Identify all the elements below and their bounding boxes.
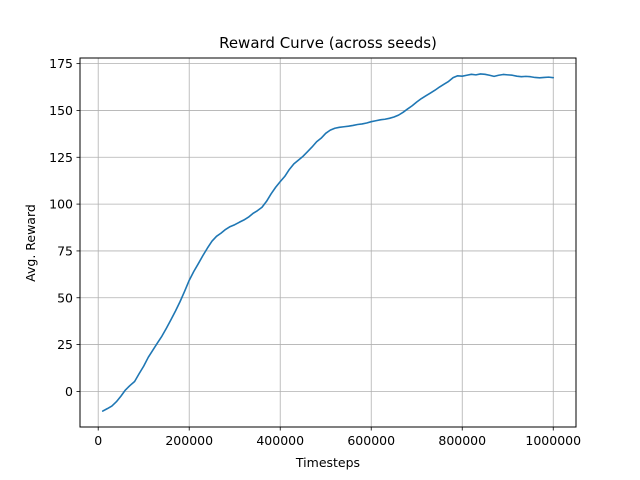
y-tick-label: 0 (65, 384, 73, 399)
y-tick-label: 25 (57, 337, 73, 352)
x-tick-label: 600000 (347, 433, 395, 448)
y-tick-label: 75 (57, 243, 73, 258)
x-tick-label: 1000000 (525, 433, 581, 448)
y-axis-label: Avg. Reward (23, 204, 38, 282)
y-tick-label: 150 (49, 103, 73, 118)
chart-title: Reward Curve (across seeds) (219, 34, 437, 52)
y-tick-label: 50 (57, 290, 73, 305)
ticks: 0 200000 400000 600000 800000 1000000 0 25 50 75 1… (49, 56, 581, 448)
series-layer (101, 73, 555, 412)
y-tick-label: 125 (49, 150, 73, 165)
y-tick-label: 100 (49, 197, 73, 212)
x-tick-label: 800000 (438, 433, 486, 448)
plot-frame (79, 57, 577, 428)
x-tick-label: 400000 (256, 433, 304, 448)
grid (80, 58, 576, 427)
x-axis-label: Timesteps (295, 455, 360, 470)
x-tick-label: 200000 (165, 433, 213, 448)
reward-series-line (101, 73, 555, 412)
y-tick-label: 175 (49, 56, 73, 71)
x-tick-label: 0 (94, 433, 102, 448)
